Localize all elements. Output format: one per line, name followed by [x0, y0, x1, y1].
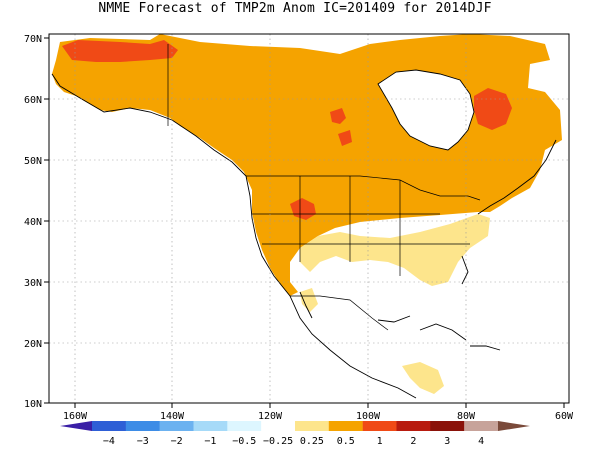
x-tick-label: 120W	[258, 411, 283, 422]
x-tick-label: 60W	[555, 411, 574, 422]
colorbar-swatch	[261, 421, 296, 431]
y-tick-label: 60N	[24, 95, 42, 106]
y-tick-label: 50N	[24, 156, 42, 167]
hudson-bay	[378, 70, 474, 150]
colorbar-swatch	[295, 421, 330, 431]
anomaly-yellow-south	[300, 214, 490, 286]
colorbar-label: 0.25	[300, 436, 324, 447]
anomaly-red-ontario	[338, 130, 352, 146]
map-title: NMME Forecast of TMP2m Anom IC=201409 fo…	[98, 1, 492, 16]
colorbar-swatch	[227, 421, 262, 431]
y-tick-label: 10N	[24, 399, 42, 410]
colorbar-right-arrow	[498, 421, 530, 431]
colorbar-swatch	[159, 421, 194, 431]
y-tick-label: 20N	[24, 339, 42, 350]
colorbar-label: −4	[103, 436, 115, 447]
colorbar-label: −0.25	[263, 436, 293, 447]
x-tick-label: 80W	[457, 411, 476, 422]
anomaly-yellow-centralam	[402, 362, 444, 394]
anomaly-red-colorado	[290, 198, 316, 220]
colorbar-label: 0.5	[337, 436, 355, 447]
map-frame	[48, 33, 570, 404]
colorbar-swatch	[362, 421, 397, 431]
y-tick-label: 40N	[24, 217, 42, 228]
x-tick-label: 160W	[63, 411, 88, 422]
anomaly-yellow-baja	[300, 288, 318, 312]
colorbar-swatch	[396, 421, 431, 431]
colorbar-swatch	[193, 421, 228, 431]
colorbar-label: −2	[171, 436, 183, 447]
y-tick-label: 30N	[24, 278, 42, 289]
tick-marks	[44, 37, 565, 408]
anomaly-red-quebec	[330, 108, 346, 124]
anomaly-red-arctic	[62, 40, 178, 62]
colorbar-label: 4	[478, 436, 484, 447]
coastlines	[51, 69, 557, 399]
colorbar-swatch	[92, 421, 127, 431]
colorbar-label: 2	[410, 436, 416, 447]
x-tick-label: 100W	[356, 411, 381, 422]
anomaly-red-greenland	[474, 88, 512, 130]
y-tick-label: 70N	[24, 34, 42, 45]
colorbar-swatch	[125, 421, 160, 431]
colorbar-label: −3	[137, 436, 149, 447]
colorbar-label: 3	[444, 436, 450, 447]
colorbar-label: −0.5	[232, 436, 256, 447]
colorbar-swatch	[430, 421, 465, 431]
colorbar-swatch	[464, 421, 499, 431]
x-tick-label: 140W	[160, 411, 185, 422]
colorbar-label: 1	[377, 436, 383, 447]
colorbar	[60, 421, 530, 431]
colorbar-swatch	[328, 421, 363, 431]
borders	[167, 44, 481, 331]
graticule	[49, 34, 569, 403]
colorbar-label: −1	[204, 436, 216, 447]
colorbar-left-arrow	[60, 421, 92, 431]
